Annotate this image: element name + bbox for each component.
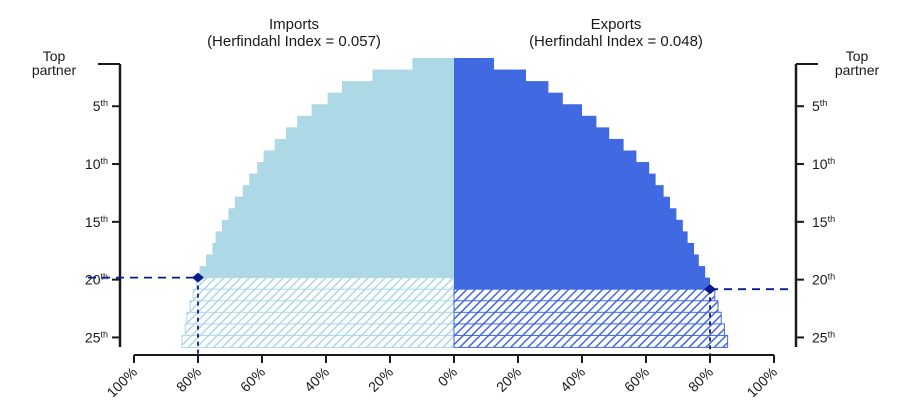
- imports-bar-rank-15: [222, 219, 454, 232]
- exports-subtitle: (Herfindahl Index = 0.048): [529, 33, 703, 50]
- left-axis-label-line2: partner: [32, 62, 77, 78]
- imports-bar-rank-23: [186, 311, 455, 325]
- imports-bar-rank-3: [342, 81, 454, 94]
- x-tick-label-3: 40%: [301, 364, 332, 395]
- exports-bar-rank-10: [454, 162, 650, 174]
- exports-bar-rank-20: [454, 277, 710, 290]
- left-y-tick-label-15: 15th: [85, 214, 108, 230]
- imports-bar-rank-6: [297, 115, 454, 128]
- imports-bar-rank-10: [257, 162, 454, 174]
- x-tick-label-2: 60%: [237, 364, 268, 395]
- exports-bar-rank-19: [454, 266, 706, 279]
- exports-bar-rank-3: [454, 81, 549, 94]
- left-axis-label-line1: Top: [43, 48, 66, 64]
- exports-threshold-point: [704, 284, 716, 295]
- exports-bar-rank-13: [454, 196, 670, 209]
- exports-bar-rank-14: [454, 208, 677, 221]
- x-tick-label-1: 80%: [173, 364, 204, 395]
- left-y-tick-label-20: 20th: [85, 272, 108, 288]
- imports-bar-rank-2: [372, 69, 454, 82]
- imports-bar-rank-7: [286, 127, 454, 140]
- imports-title: Imports: [269, 16, 319, 33]
- x-tick-label-0: 100%: [103, 364, 140, 397]
- imports-bar-rank-9: [263, 150, 454, 163]
- x-tick-label-7: 40%: [557, 364, 588, 395]
- exports-bar-rank-25: [453, 334, 729, 348]
- exports-bar-rank-15: [454, 219, 683, 232]
- right-y-tick-label-15: 15th: [812, 214, 835, 230]
- imports-bar-rank-17: [212, 242, 454, 255]
- imports-bar-rank-13: [234, 196, 454, 209]
- bars-group: [181, 58, 729, 348]
- exports-bar-rank-6: [454, 115, 597, 128]
- imports-bar-rank-20: [195, 277, 455, 291]
- imports-bar-rank-8: [274, 138, 454, 151]
- threshold-markers: [88, 272, 790, 355]
- imports-bar-rank-14: [228, 208, 454, 221]
- imports-bar-rank-21: [192, 288, 455, 302]
- exports-bar-rank-5: [454, 104, 582, 117]
- left-y-tick-label-5: 5th: [93, 98, 108, 114]
- x-tick-label-8: 60%: [621, 364, 652, 395]
- right-axis-label-line1: Top: [846, 48, 869, 64]
- exports-bar-rank-17: [454, 242, 694, 255]
- exports-title: Exports: [591, 16, 642, 33]
- left-y-tick-label-10: 10th: [85, 156, 108, 172]
- x-tick-label-4: 20%: [365, 364, 396, 395]
- exports-bar-rank-2: [454, 69, 526, 82]
- exports-bar-rank-12: [454, 185, 664, 198]
- exports-bar-rank-1: [454, 58, 494, 70]
- imports-bar-rank-18: [206, 254, 454, 267]
- exports-bar-rank-11: [454, 173, 656, 186]
- exports-bar-rank-23: [453, 311, 722, 325]
- right-axis-label-line2: partner: [835, 62, 880, 78]
- right-y-tick-label-5: 5th: [812, 98, 827, 114]
- exports-bar-rank-16: [454, 231, 688, 244]
- imports-bar-rank-25: [181, 334, 455, 348]
- exports-bar-rank-22: [453, 300, 719, 314]
- exports-bar-rank-7: [454, 127, 610, 140]
- x-tick-label-9: 80%: [685, 364, 716, 395]
- x-tick-label-10: 100%: [743, 364, 780, 397]
- imports-bar-rank-12: [242, 185, 454, 198]
- right-y-tick-label-20: 20th: [812, 272, 835, 288]
- right-y-tick-label-25: 25th: [812, 329, 835, 345]
- exports-bar-rank-18: [454, 254, 699, 267]
- imports-bar-rank-16: [215, 231, 454, 244]
- x-tick-label-5: 0%: [434, 364, 460, 390]
- right-y-tick-label-10: 10th: [812, 156, 835, 172]
- imports-bar-rank-22: [189, 300, 455, 314]
- exports-bar-rank-4: [454, 92, 563, 105]
- imports-subtitle: (Herfindahl Index = 0.057): [207, 33, 381, 50]
- exports-bar-rank-9: [454, 150, 637, 163]
- exports-bar-rank-24: [453, 323, 725, 337]
- imports-bar-rank-24: [184, 323, 455, 337]
- imports-bar-rank-4: [327, 92, 454, 105]
- imports-bar-rank-1: [412, 58, 454, 70]
- exports-bar-rank-8: [454, 138, 624, 151]
- x-tick-label-6: 20%: [493, 364, 524, 395]
- imports-bar-rank-5: [311, 104, 454, 117]
- imports-bar-rank-19: [199, 266, 454, 279]
- exports-bar-rank-21: [453, 288, 716, 302]
- imports-threshold-point: [192, 272, 204, 283]
- imports-bar-rank-11: [249, 173, 454, 186]
- left-y-tick-label-25: 25th: [85, 329, 108, 345]
